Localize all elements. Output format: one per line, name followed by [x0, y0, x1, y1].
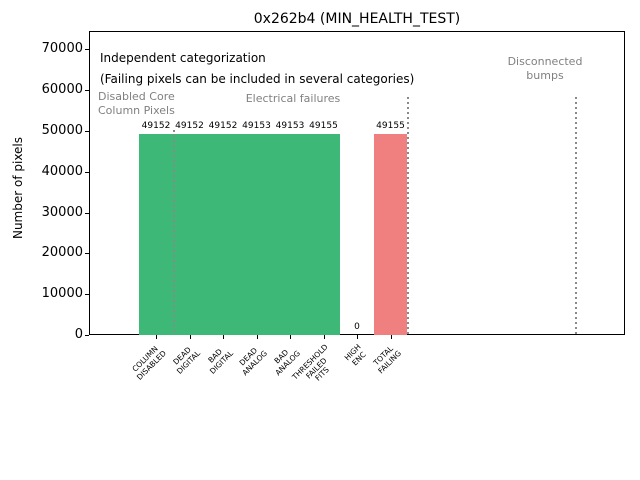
y-tick-label: 60000 [41, 82, 83, 98]
bar-dead-analog [239, 134, 274, 335]
y-tick-mark [85, 49, 89, 51]
y-tick-label: 10000 [41, 286, 83, 302]
bar-value-label: 49152 [141, 121, 171, 132]
x-tick-mark [390, 335, 392, 339]
y-tick-mark [85, 294, 89, 296]
bar-value-label: 49155 [376, 121, 405, 132]
y-tick-mark [85, 212, 89, 214]
bar-bad-digital [206, 134, 240, 335]
y-tick-label: 50000 [41, 122, 83, 138]
region-label-disconnected-bumps: Disconnected bumps [507, 55, 583, 82]
bar-threshold-failed-fits [306, 134, 341, 335]
category-separator-line [574, 97, 577, 335]
x-tick-label-high-enc: HIGH ENC [342, 342, 368, 368]
bar-value-label: 49153 [242, 121, 271, 132]
bar-value-label: 49152 [175, 121, 204, 132]
bar-value-label: 0 [354, 322, 360, 332]
y-tick-mark [85, 253, 89, 255]
category-separator-line [407, 97, 410, 335]
x-tick-mark [357, 335, 358, 339]
annotation-failing-pixels-note: (Failing pixels can be included in sever… [100, 72, 415, 86]
x-tick-label-dead-analog: DEAD ANALOG [237, 345, 269, 378]
x-tick-mark [156, 335, 157, 339]
y-tick-label: 30000 [41, 204, 83, 220]
bar-dead-digital [172, 134, 207, 335]
region-label-disabled-core-column-pixels: Disabled Core Column Pixels [98, 90, 175, 117]
bar-total-failing [373, 134, 408, 335]
y-axis-label: Number of pixels [11, 136, 25, 240]
x-tick-label-bad-digital: BAD DIGITAL [206, 346, 235, 376]
y-tick-label: 40000 [41, 163, 83, 179]
plot-area [89, 31, 625, 335]
bar-column-disabled [139, 134, 173, 335]
x-tick-mark [223, 335, 224, 339]
category-separator-line [172, 130, 175, 335]
y-tick-mark [85, 130, 89, 132]
y-tick-label: 0 [74, 327, 83, 342]
x-tick-mark [290, 335, 291, 339]
bar-value-label: 49153 [275, 121, 305, 132]
bar-value-label: 49152 [208, 121, 238, 132]
chart-title: 0x262b4 (MIN_HEALTH_TEST) [253, 11, 461, 27]
x-tick-mark [189, 335, 191, 339]
y-tick-label: 20000 [41, 245, 83, 261]
y-tick-mark [85, 90, 89, 92]
x-tick-label-dead-digital: DEAD DIGITAL [170, 345, 202, 376]
x-tick-mark [323, 335, 325, 339]
y-tick-label: 70000 [41, 41, 83, 57]
region-label-electrical-failures: Electrical failures [245, 92, 341, 105]
bar-value-label: 49155 [309, 121, 338, 132]
x-tick-label-total-failing: TOTAL FAILING [371, 344, 403, 376]
x-tick-label-column-disabled: COLUMN DISABLED [130, 344, 168, 382]
y-tick-mark [85, 171, 89, 173]
x-tick-mark [256, 335, 258, 339]
bar-bad-analog [273, 134, 307, 335]
annotation-independent-categorization: Independent categorization [100, 51, 266, 65]
y-tick-mark [85, 335, 89, 336]
